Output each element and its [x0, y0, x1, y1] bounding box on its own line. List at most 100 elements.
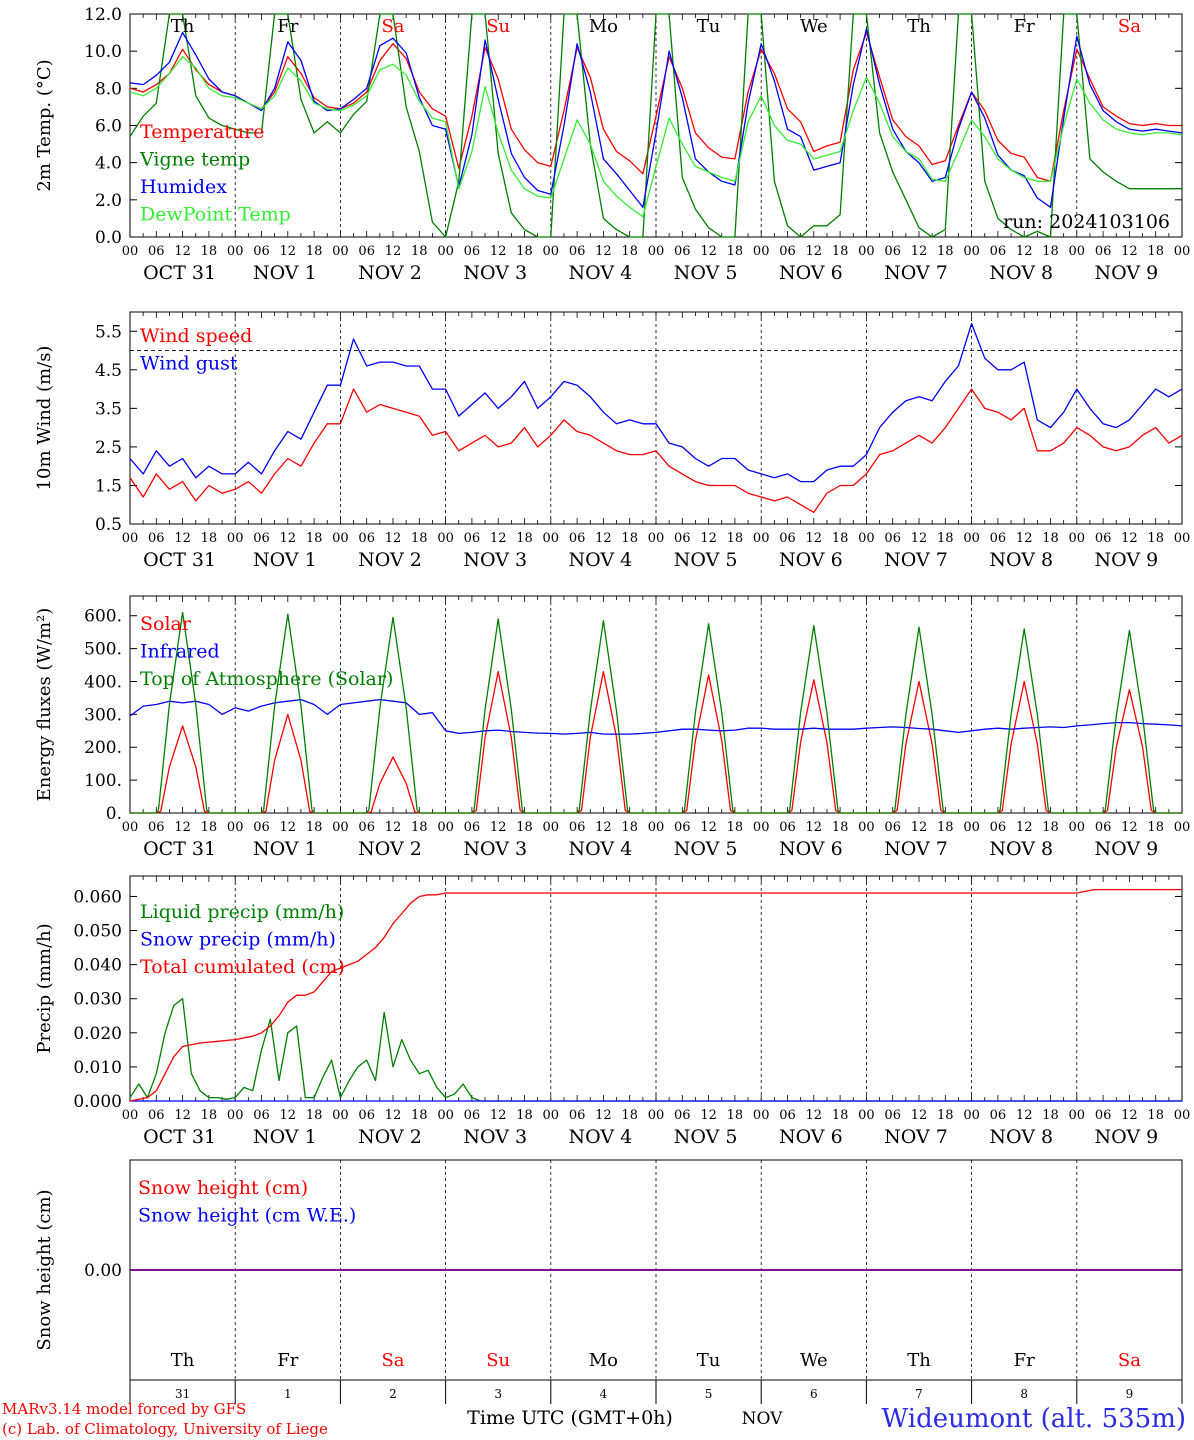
hour-tick-label: 18 [201, 244, 218, 259]
hour-tick-label: 12 [385, 820, 402, 835]
hour-tick-label: 06 [464, 1108, 481, 1123]
hour-tick-label: 00 [332, 1108, 349, 1123]
hour-tick-label: 18 [306, 820, 323, 835]
weekday-label-top: Su [486, 16, 510, 37]
legend-entry: DewPoint Temp [140, 204, 291, 226]
hour-tick-label: 12 [806, 1108, 823, 1123]
y-tick-label: 100. [84, 771, 122, 791]
hour-tick-label: 00 [437, 244, 454, 259]
y-axis-label: Energy fluxes (W/m²) [34, 608, 55, 802]
hour-tick-label: 00 [648, 531, 665, 546]
date-label: OCT 31 [143, 838, 216, 860]
hour-tick-label: 18 [411, 244, 428, 259]
hour-tick-label: 18 [306, 531, 323, 546]
date-label: NOV 5 [674, 549, 738, 571]
y-axis-label: Snow height (cm) [34, 1189, 55, 1350]
hour-tick-label: 12 [490, 1108, 507, 1123]
hour-tick-label: 00 [648, 820, 665, 835]
day-number-label: 8 [1020, 1387, 1028, 1401]
day-number-label: 5 [705, 1387, 713, 1401]
hour-tick-label: 12 [1016, 1108, 1033, 1123]
y-tick-label: 0.030 [73, 990, 122, 1010]
day-number-label: 6 [810, 1387, 818, 1401]
legend-entry: Vigne temp [139, 149, 250, 171]
hour-tick-label: 12 [385, 244, 402, 259]
date-label: NOV 2 [358, 1126, 422, 1148]
y-tick-label: 300. [84, 705, 122, 725]
y-tick-label: 2.5 [95, 438, 122, 458]
hour-tick-label: 18 [1147, 531, 1164, 546]
hour-tick-label: 06 [779, 1108, 796, 1123]
hour-tick-label: 06 [674, 820, 691, 835]
date-label: NOV 8 [989, 262, 1053, 284]
date-label: NOV 6 [779, 262, 843, 284]
hour-tick-label: 18 [727, 244, 744, 259]
date-label: NOV 6 [779, 838, 843, 860]
date-label: NOV 7 [884, 838, 948, 860]
weekday-label-top: Th [171, 16, 195, 37]
hour-tick-label: 12 [385, 1108, 402, 1123]
y-axis-label: Precip (mm/h) [34, 923, 55, 1053]
hour-tick-label: 06 [464, 531, 481, 546]
hour-tick-label: 12 [1016, 244, 1033, 259]
date-label: NOV 9 [1095, 838, 1159, 860]
series-line-liquid-precip-mm-h- [129, 998, 1182, 1102]
hour-tick-label: 06 [253, 531, 270, 546]
hour-tick-label: 06 [990, 244, 1007, 259]
hour-tick-label: 12 [490, 820, 507, 835]
hour-tick-label: 12 [174, 1108, 191, 1123]
hour-tick-label: 00 [1174, 820, 1191, 835]
hour-tick-label: 00 [648, 1108, 665, 1123]
date-label: OCT 31 [143, 549, 216, 571]
date-label: NOV 5 [674, 1126, 738, 1148]
hour-tick-label: 00 [858, 244, 875, 259]
series-group [129, 322, 1183, 514]
series-line-infrared [129, 698, 1183, 735]
hour-tick-label: 18 [1042, 244, 1059, 259]
hour-tick-label: 00 [122, 1108, 139, 1123]
hour-tick-label: 18 [516, 820, 533, 835]
hour-tick-label: 18 [201, 820, 218, 835]
hour-tick-label: 12 [280, 244, 297, 259]
hour-tick-label: 00 [332, 820, 349, 835]
series-group [129, 611, 1183, 814]
hour-tick-label: 06 [884, 820, 901, 835]
y-tick-label: 200. [84, 738, 122, 758]
hour-tick-label: 18 [727, 820, 744, 835]
hour-tick-label: 12 [911, 531, 928, 546]
series-line-humidex [129, 28, 1183, 208]
hour-tick-label: 06 [569, 820, 586, 835]
hour-tick-label: 00 [227, 531, 244, 546]
date-label: NOV 8 [989, 1126, 1053, 1148]
hour-tick-label: 00 [858, 1108, 875, 1123]
hour-tick-label: 18 [201, 531, 218, 546]
hour-tick-label: 18 [621, 244, 638, 259]
weekday-label-top: Fr [1014, 16, 1035, 37]
hour-tick-label: 12 [280, 820, 297, 835]
hour-tick-label: 06 [148, 244, 165, 259]
hour-tick-label: 06 [884, 244, 901, 259]
weekday-label-bottom: Th [907, 1350, 931, 1371]
y-tick-label: 5.5 [95, 322, 122, 342]
hour-tick-label: 06 [358, 531, 375, 546]
legend-entry: Infrared [140, 641, 220, 663]
hour-tick-label: 18 [832, 1108, 849, 1123]
hour-tick-label: 06 [148, 1108, 165, 1123]
y-tick-label: 0.010 [73, 1058, 122, 1078]
date-label: OCT 31 [143, 1126, 216, 1148]
hour-tick-label: 06 [674, 244, 691, 259]
hour-tick-label: 18 [306, 244, 323, 259]
hour-tick-label: 06 [1095, 531, 1112, 546]
date-label: OCT 31 [143, 262, 216, 284]
hour-tick-label: 18 [937, 820, 954, 835]
date-label: NOV 2 [358, 262, 422, 284]
hour-tick-label: 00 [1069, 531, 1086, 546]
y-tick-label: 500. [84, 640, 122, 660]
weekday-label-top: Sa [1118, 16, 1141, 37]
panel-5: 0.00 Snow height (cm) Snow height (cm) Snow… [34, 1159, 1183, 1381]
hour-tick-label: 06 [1095, 820, 1112, 835]
date-label: NOV 8 [989, 838, 1053, 860]
day-number-label: 31 [175, 1387, 190, 1401]
day-number-label: 7 [915, 1387, 923, 1401]
hour-tick-label: 06 [674, 1108, 691, 1123]
